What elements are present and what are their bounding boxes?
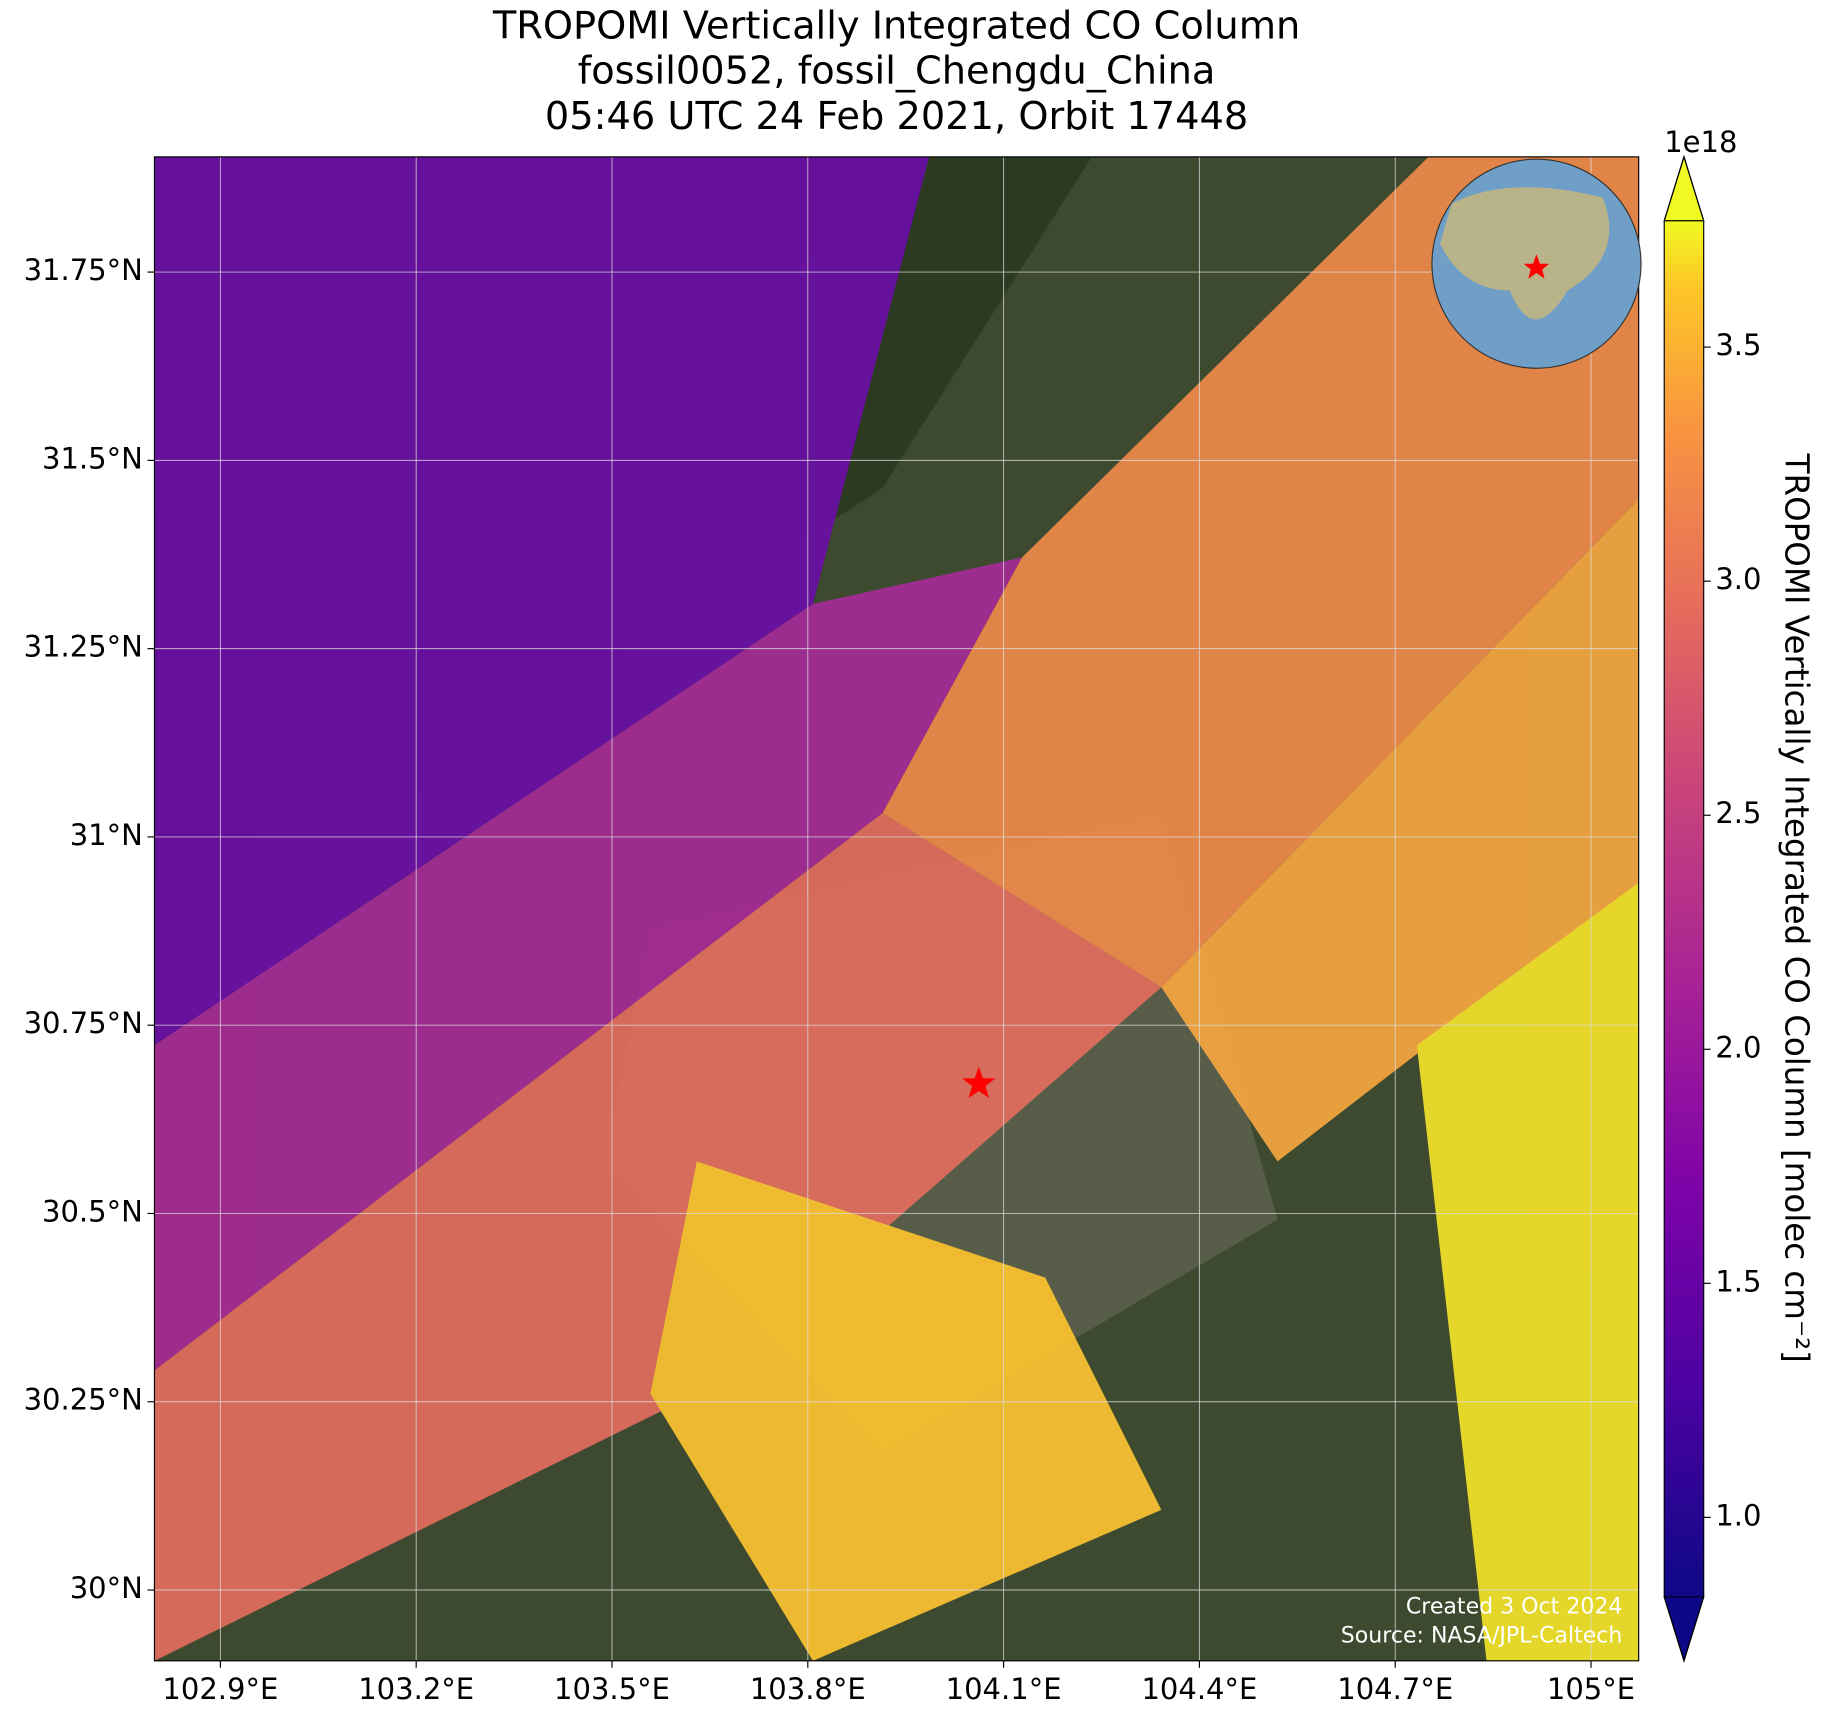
y-tick-label: 31°N [70,818,143,852]
colorbar-outline [1663,154,1705,1663]
x-tick-label: 103.5°E [554,1672,670,1706]
y-tick-label: 30.5°N [42,1194,143,1228]
colorbar [1664,220,1704,1597]
grid [154,156,1639,1661]
inset-globe [1431,158,1642,369]
x-tick-label: 102.9°E [162,1672,278,1706]
x-tick-label: 105°E [1547,1672,1635,1706]
colorbar-multiplier: 1e18 [1664,125,1737,159]
colorbar-tick-label: 3.0 [1715,562,1761,596]
x-tick-label: 103.8°E [750,1672,866,1706]
x-tick-label: 103.2°E [358,1672,474,1706]
colorbar-tick-label: 1.0 [1715,1498,1761,1532]
x-tick-label: 104.4°E [1141,1672,1257,1706]
colorbar-tick-label: 2.0 [1715,1030,1761,1064]
land [1440,187,1610,320]
co-swath [154,156,1639,1661]
title-line: 05:46 UTC 24 Feb 2021, Orbit 17448 [545,94,1248,139]
swath-band [1161,499,1639,1162]
swath-band [650,1161,1162,1661]
y-tick-label: 31.5°N [42,441,143,475]
colorbar-tick-label: 2.5 [1715,796,1761,830]
credit: Created 3 Oct 2024 [1406,1594,1623,1619]
y-tick-label: 30.75°N [24,1006,143,1040]
colorbar-tick-label: 1.5 [1715,1264,1761,1298]
x-tick-label: 104.7°E [1337,1672,1453,1706]
x-tick-label: 104.1°E [946,1672,1062,1706]
colorbar-label: TROPOMI Vertically Integrated CO Column … [1777,453,1815,1363]
swath-band [1416,882,1639,1661]
colorbar-extend-min [1663,1596,1705,1663]
y-tick-label: 31.25°N [24,630,143,664]
swath-band [154,557,1022,1371]
swath-band [882,156,1639,988]
title-line: TROPOMI Vertically Integrated CO Column [492,3,1301,48]
y-tick-label: 31.75°N [24,253,143,287]
map-imagery [154,156,1639,1661]
colorbar-tick-label: 3.5 [1715,328,1761,362]
title-line: fossil0052, fossil_Chengdu_China [578,49,1216,94]
colorbar-extend-max [1663,154,1705,222]
swath-band [154,156,930,1046]
globe-star [1523,254,1550,279]
title: TROPOMI Vertically Integrated CO Columnf… [492,3,1301,139]
credit: Source: NASA/JPL-Caltech [1341,1623,1623,1648]
y-tick-label: 30.25°N [24,1383,143,1417]
site-marker [962,1066,996,1099]
y-tick-label: 30°N [70,1571,143,1605]
map-frame [153,156,1640,1662]
